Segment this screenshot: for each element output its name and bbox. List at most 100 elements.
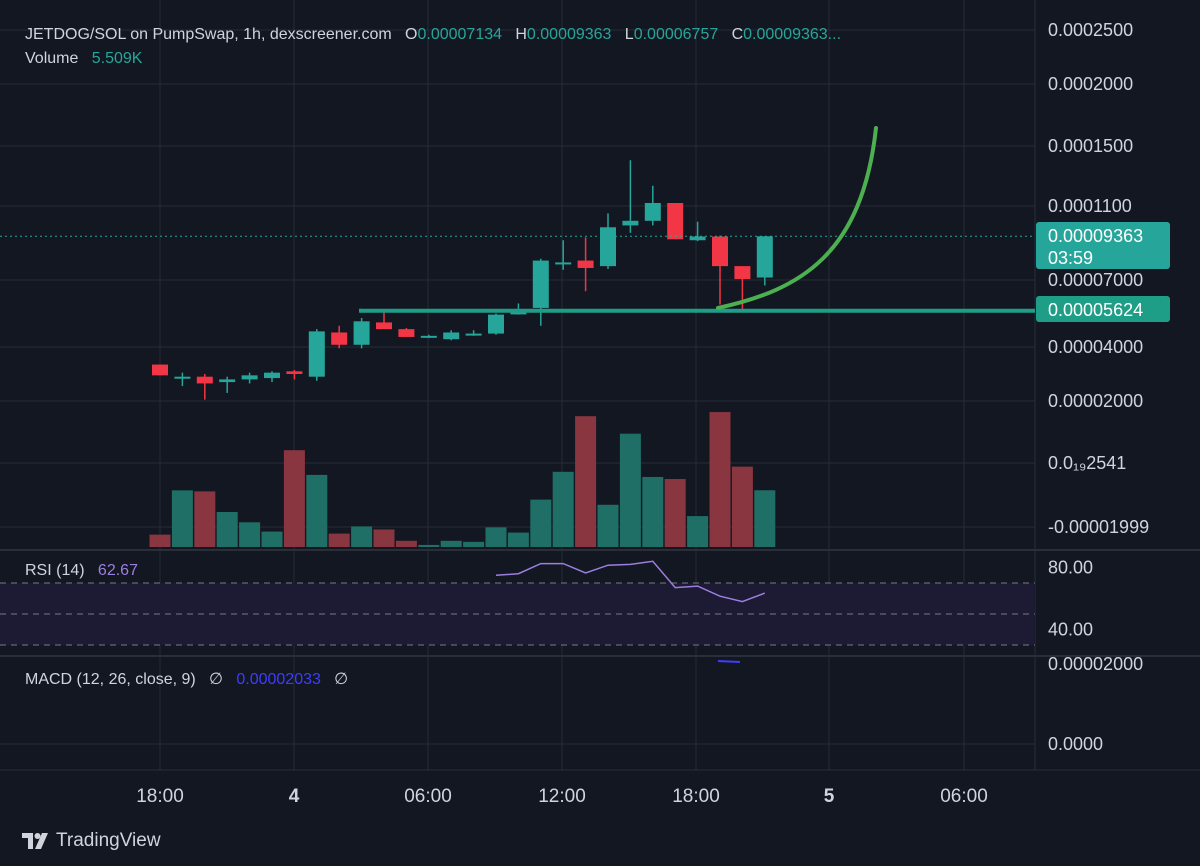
support-price-value: 0.00005624 <box>1048 300 1143 320</box>
volume-bar-26 <box>731 466 753 547</box>
volume-bar-23 <box>664 479 686 547</box>
volume-bar-7 <box>306 474 328 547</box>
price-tick-8: -0.00001999 <box>1048 517 1149 537</box>
macd-hidden-icon: ∅ <box>209 671 224 688</box>
candle-8 <box>331 325 348 349</box>
price-tick-4: 0.00007000 <box>1048 270 1143 290</box>
candle-12 <box>420 334 437 339</box>
price-tick-3: 0.0001100 <box>1048 196 1132 216</box>
time-tick-4: 18:00 <box>672 786 720 807</box>
volume-bar-8 <box>328 533 350 547</box>
volume-bar-19 <box>575 416 597 547</box>
candle-body-20 <box>600 227 616 267</box>
volume-value: 5.509K <box>91 50 143 67</box>
candle-body-1 <box>174 376 191 379</box>
high-value: 0.00009363 <box>526 26 612 43</box>
candle-body-7 <box>308 331 325 377</box>
volume-bar-6 <box>283 450 305 547</box>
current-price-tag <box>1036 222 1170 269</box>
candle-14 <box>465 330 482 336</box>
volume-bar-0 <box>149 534 171 547</box>
candle-24 <box>689 221 706 242</box>
candle-body-2 <box>196 376 213 384</box>
candle-5 <box>264 371 280 383</box>
candle-body-10 <box>376 322 392 330</box>
rsi-label[interactable]: RSI (14) <box>25 562 85 579</box>
price-tick-1: 0.0002000 <box>1048 74 1133 94</box>
rsi-tick-0: 80.00 <box>1048 558 1093 578</box>
volume-legend: Volume 5.509K <box>25 50 142 68</box>
candle-body-24 <box>689 236 706 241</box>
symbol-label[interactable]: JETDOG/SOL on PumpSwap, 1h, dexscreener.… <box>25 26 392 43</box>
volume-bars <box>149 412 776 547</box>
grid-lines <box>0 0 1035 770</box>
candle-11 <box>398 328 415 337</box>
support-price-tag <box>1036 296 1170 322</box>
volume-label[interactable]: Volume <box>25 50 79 67</box>
rsi-legend: RSI (14) 62.67 <box>25 562 138 580</box>
time-tick-0: 18:00 <box>136 786 184 807</box>
candle-body-11 <box>398 329 415 337</box>
candles <box>152 160 773 400</box>
volume-bar-15 <box>485 527 507 547</box>
candle-body-14 <box>465 333 482 336</box>
time-axis[interactable]: 18:00 4 06:00 12:00 18:00 5 06:00 <box>136 786 988 807</box>
macd-tick-1: 0.0000 <box>1048 734 1103 754</box>
candle-23 <box>667 203 684 240</box>
price-axis[interactable]: 0.0002500 0.0002000 0.0001500 0.0001100 0.00… <box>1036 20 1170 754</box>
candle-21 <box>622 160 639 233</box>
rsi-tick-1: 40.00 <box>1048 620 1093 640</box>
tradingview-logo[interactable]: TradingView <box>22 830 161 852</box>
candle-2 <box>196 374 213 400</box>
volume-bar-16 <box>507 532 529 547</box>
macd-tick-0: 0.00002000 <box>1048 654 1143 674</box>
current-price-value: 0.00009363 <box>1048 226 1143 246</box>
candle-3 <box>219 376 236 393</box>
candle-17 <box>532 258 549 326</box>
rsi-pane <box>0 560 1035 646</box>
volume-bar-2 <box>194 491 216 547</box>
candle-body-18 <box>555 262 572 265</box>
macd-line <box>717 660 741 663</box>
candle-10 <box>376 310 392 330</box>
candle-20 <box>600 213 616 269</box>
volume-bar-24 <box>687 516 709 547</box>
price-tick-2: 0.0001500 <box>1048 136 1133 156</box>
price-tick-0: 0.0002500 <box>1048 20 1133 40</box>
macd-legend: MACD (12, 26, close, 9) ∅ 0.00002033 ∅ <box>25 669 348 689</box>
volume-bar-25 <box>709 412 731 547</box>
pane-separators <box>0 0 1200 771</box>
candle-6 <box>286 369 303 380</box>
candle-9 <box>353 317 370 349</box>
volume-bar-21 <box>619 433 641 547</box>
price-tick-5: 0.00004000 <box>1048 337 1143 357</box>
volume-bar-10 <box>373 529 395 547</box>
time-tick-6: 06:00 <box>940 786 988 807</box>
candle-body-15 <box>488 314 504 334</box>
projection-curve <box>716 126 878 310</box>
volume-bar-18 <box>552 471 574 547</box>
price-tick-6: 0.00002000 <box>1048 391 1143 411</box>
open-value: 0.00007134 <box>417 26 503 43</box>
low-value: 0.00006757 <box>633 26 719 43</box>
overlays <box>0 126 1035 663</box>
candle-27 <box>756 236 773 286</box>
volume-bar-12 <box>418 544 440 547</box>
time-tick-5: 5 <box>824 786 835 807</box>
candle-body-12 <box>420 335 437 338</box>
candle-body-26 <box>734 266 751 280</box>
brand-label: TradingView <box>56 830 161 851</box>
volume-bar-20 <box>597 504 619 547</box>
volume-bar-1 <box>171 490 193 547</box>
open-label: O <box>405 26 418 43</box>
candle-body-6 <box>286 371 303 374</box>
candle-body-3 <box>219 379 236 383</box>
candle-body-17 <box>532 260 549 308</box>
candle-body-13 <box>443 332 460 340</box>
volume-bar-9 <box>351 526 373 547</box>
macd-label[interactable]: MACD (12, 26, close, 9) <box>25 671 196 688</box>
volume-bar-22 <box>642 476 664 547</box>
candle-19 <box>577 237 594 292</box>
time-tick-3: 12:00 <box>538 786 586 807</box>
